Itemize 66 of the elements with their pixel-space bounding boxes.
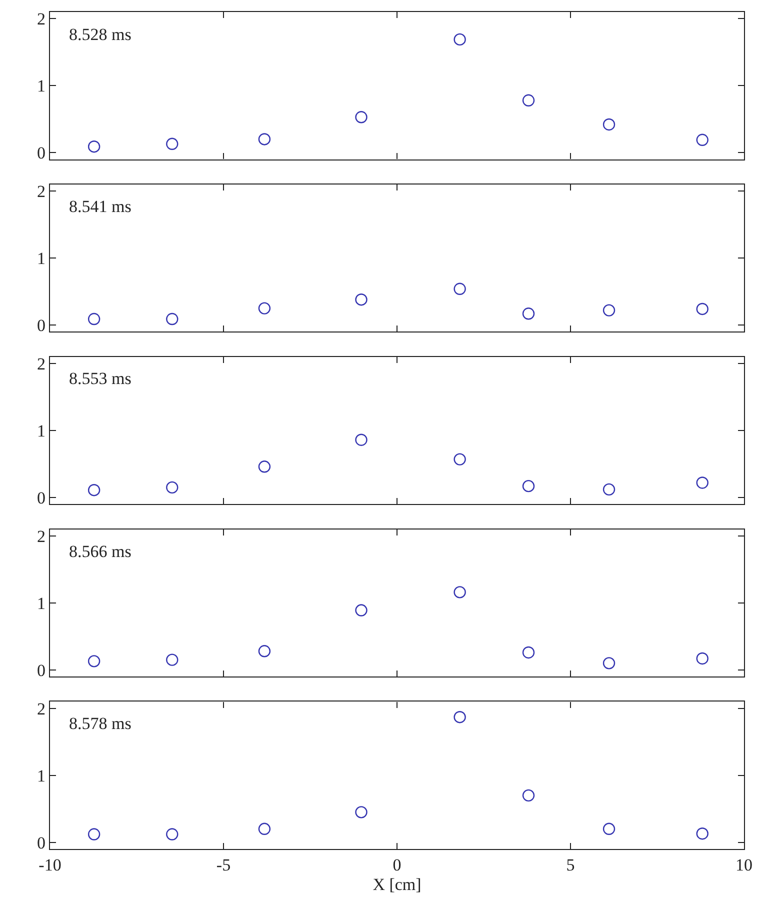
point — [258, 645, 271, 658]
point — [454, 453, 466, 466]
point — [166, 828, 178, 840]
point — [88, 484, 100, 496]
point — [454, 710, 466, 724]
x-axis-title: X [cm] — [372, 874, 422, 894]
point — [258, 133, 271, 146]
point — [602, 118, 616, 131]
point — [258, 460, 271, 473]
y-tick-label: 0 — [37, 316, 46, 335]
point — [522, 646, 535, 659]
point — [258, 302, 271, 314]
point — [602, 304, 616, 316]
point — [696, 652, 708, 665]
y-tick-label: 1 — [37, 766, 46, 786]
point — [454, 33, 466, 46]
y-tick-label: 2 — [37, 526, 46, 546]
point — [602, 822, 616, 836]
annotation: 8.541 ms — [69, 197, 132, 216]
point — [88, 140, 100, 153]
point — [355, 434, 368, 446]
point — [166, 138, 178, 150]
point — [602, 483, 616, 496]
point — [355, 293, 368, 306]
point — [454, 586, 466, 598]
y-tick-label: 1 — [37, 421, 46, 440]
point — [355, 111, 368, 124]
point — [696, 476, 708, 489]
point — [88, 828, 100, 840]
annotation: 8.578 ms — [69, 714, 132, 733]
point — [522, 789, 535, 802]
point — [166, 654, 178, 666]
point — [522, 94, 535, 106]
annotation: 8.528 ms — [69, 25, 132, 44]
point — [355, 806, 368, 818]
x-tick-label: -10 — [38, 856, 62, 874]
x-tick-label: 0 — [392, 856, 402, 874]
y-tick-label: 2 — [37, 10, 46, 29]
point — [88, 655, 100, 668]
annotation: 8.553 ms — [69, 369, 132, 388]
point — [602, 657, 616, 670]
point — [166, 481, 178, 494]
point — [258, 822, 271, 836]
point — [88, 312, 100, 326]
point — [696, 134, 708, 146]
y-tick-label: 0 — [37, 660, 46, 680]
x-tick-label: 5 — [566, 856, 575, 874]
y-tick-label: 2 — [37, 699, 46, 718]
point — [454, 282, 466, 295]
point — [696, 302, 708, 316]
y-tick-label: 0 — [37, 488, 46, 508]
y-tick-label: 2 — [37, 182, 46, 202]
y-tick-label: 1 — [37, 249, 46, 268]
y-tick-label: 2 — [37, 354, 46, 374]
y-tick-label: 1 — [37, 594, 46, 613]
x-tick-label: -5 — [216, 856, 231, 874]
point — [522, 480, 535, 492]
annotation: 8.566 ms — [69, 542, 132, 561]
x-tick-label: 10 — [736, 856, 752, 874]
y-tick-label: 0 — [37, 144, 46, 163]
point — [696, 828, 708, 840]
point — [166, 312, 178, 326]
y-tick-label: 1 — [37, 76, 46, 96]
point — [355, 604, 368, 616]
y-tick-label: 0 — [37, 833, 46, 852]
point — [522, 308, 535, 320]
